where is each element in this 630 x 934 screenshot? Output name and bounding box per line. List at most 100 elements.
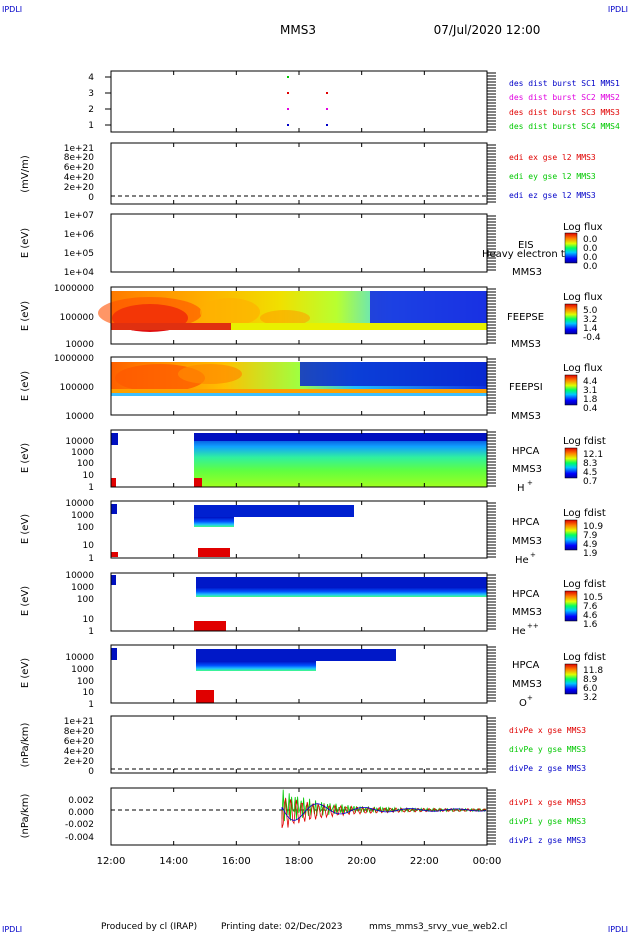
- species-label: O: [519, 698, 527, 709]
- spectrogram-block: [111, 433, 118, 445]
- y-tick-label: 10000: [65, 571, 94, 581]
- x-tick-label: 14:00: [159, 856, 188, 867]
- y-tick-label: 1000: [71, 511, 94, 521]
- instrument-label: HPCA: [512, 446, 540, 457]
- colorbar-title: Log fdist: [563, 436, 606, 447]
- y-tick-label: 10000: [65, 499, 94, 509]
- colorbar: [564, 374, 578, 406]
- right-axis-ticks: [487, 72, 496, 845]
- burst-mark-mms2: [287, 108, 289, 110]
- corner-tag-bottom-right: IPDLI: [608, 925, 628, 934]
- burst-mark-mms1: [287, 124, 289, 126]
- legend-burst-mms2: des dist burst SC2 MMS2: [509, 93, 620, 102]
- y-tick-label: 0.000: [68, 808, 94, 818]
- spectrogram-band: [370, 291, 487, 323]
- x-tick-label: 22:00: [410, 856, 439, 867]
- spectrogram-block: [196, 690, 214, 703]
- colorbar-title: Log fdist: [563, 579, 606, 590]
- y-tick-label: 1000: [71, 448, 94, 458]
- colorbar-tick: 0.0: [583, 244, 598, 254]
- spacecraft-label: MMS3: [511, 411, 541, 422]
- colorbar: [564, 590, 578, 622]
- footer-printing-date: Printing date: 02/Dec/2023: [221, 922, 343, 932]
- y-axis-label: (mV/m): [20, 155, 31, 193]
- burst-mark-mms1: [326, 124, 328, 126]
- x-tick-label: 16:00: [222, 856, 251, 867]
- spectrogram-block: [111, 552, 118, 557]
- y-tick-label: -0.004: [65, 833, 94, 843]
- y-tick-label: -0.002: [65, 820, 94, 830]
- spectrogram-low-band: [111, 393, 487, 396]
- instrument-label: FEEPSE: [507, 312, 544, 323]
- colorbar-tick: 10.9: [583, 522, 603, 532]
- y-tick-label: 0.002: [68, 796, 94, 806]
- colorbar-tick: 3.2: [583, 693, 597, 703]
- y-axis-label: (nPa/km): [20, 794, 31, 839]
- panel-hpca-o: E (eV) 10000 1000 100 10 1 HPCA MMS3 O +…: [20, 644, 606, 710]
- spectrogram-hotspot: [260, 310, 310, 326]
- panel-frame: [110, 787, 488, 846]
- x-tick-label: 12:00: [97, 856, 126, 867]
- colorbar-title: Log fdist: [563, 508, 606, 519]
- species-label: He: [515, 555, 529, 566]
- colorbar: [564, 447, 578, 479]
- spectrogram-low-band: [111, 323, 231, 330]
- panel-divpi: (nPa/km) 0.002 0.000 -0.002 -0.004 divPi…: [20, 787, 586, 846]
- y-axis-label: E (eV): [20, 228, 31, 258]
- spectrogram-band: [300, 362, 487, 386]
- y-tick-label: 4: [88, 73, 94, 83]
- y-tick-label: 100: [77, 677, 94, 687]
- y-tick-label: 2e+20: [64, 183, 95, 193]
- x-axis: 12:00 14:00 16:00 18:00 20:00 22:00 00:0…: [97, 856, 502, 867]
- y-tick-label: 10: [83, 471, 95, 481]
- y-tick-label: 100: [77, 523, 94, 533]
- colorbar-tick: 7.9: [583, 531, 598, 541]
- y-axis-label: E (eV): [20, 658, 31, 688]
- y-tick-label: 1: [88, 121, 94, 131]
- legend-edi-ez: edi ez gse l2 MMS3: [509, 191, 596, 200]
- spacecraft-label: MMS3: [512, 267, 542, 278]
- spectrogram-hotspot: [200, 298, 260, 326]
- divpi-traces: [281, 789, 487, 829]
- spectrogram-block: [198, 548, 230, 557]
- panel-frame: [110, 70, 488, 133]
- spectrogram-band: [194, 517, 234, 527]
- colorbar-tick: 0.0: [583, 262, 598, 272]
- divpi-trace: [281, 789, 487, 822]
- spectrogram-hotspot: [178, 364, 242, 384]
- species-charge: +: [530, 551, 536, 559]
- panel-divpe: (nPa/km) 1e+21 8e+20 6e+20 4e+20 2e+20 0…: [20, 715, 586, 777]
- instrument-label: EIS: [518, 240, 534, 251]
- burst-mark-mms3: [287, 92, 289, 94]
- spectrogram-band: [196, 577, 487, 587]
- instrument-label: HPCA: [512, 589, 540, 600]
- x-tick-label: 18:00: [285, 856, 314, 867]
- y-tick-label: 100: [77, 595, 94, 605]
- colorbar-tick: 3.2: [583, 315, 597, 325]
- y-tick-label: 0: [88, 193, 94, 203]
- species-label: H: [517, 483, 525, 494]
- panel-hpca-h: E (eV) 10000 1000 100 10 1 HPCA MMS3 H +…: [20, 429, 606, 494]
- y-axis-label: E (eV): [20, 301, 31, 331]
- panel-frame: [110, 715, 488, 774]
- spacecraft-label: MMS3: [512, 679, 542, 690]
- legend-divpi-z: divPi z gse MMS3: [509, 836, 586, 845]
- y-tick-label: 8e+20: [64, 727, 95, 737]
- y-axis-label: E (eV): [20, 443, 31, 473]
- corner-tag-bottom-left: IPDLI: [2, 925, 22, 934]
- spectrogram-band: [194, 433, 487, 487]
- panel-edi: (mV/m) 1e+21 8e+20 6e+20 4e+20 2e+20 0 e…: [20, 142, 596, 205]
- y-axis-label: (nPa/km): [20, 723, 31, 768]
- legend-burst-mms1: des dist burst SC1 MMS1: [509, 79, 620, 88]
- spectrogram-block: [111, 575, 116, 585]
- y-tick-label: 1e+04: [64, 268, 95, 278]
- y-tick-label: 1: [88, 554, 94, 564]
- panel-feepsi: E (eV) 1000000 100000 10000 FEEPSI MMS3 …: [20, 354, 603, 422]
- spectrogram-block: [111, 504, 117, 514]
- y-tick-label: 1: [88, 483, 94, 493]
- colorbar-tick: 3.1: [583, 386, 597, 396]
- colorbar-tick: -0.4: [583, 333, 601, 343]
- colorbar-tick: 7.6: [583, 602, 598, 612]
- spectrogram-block: [194, 621, 226, 631]
